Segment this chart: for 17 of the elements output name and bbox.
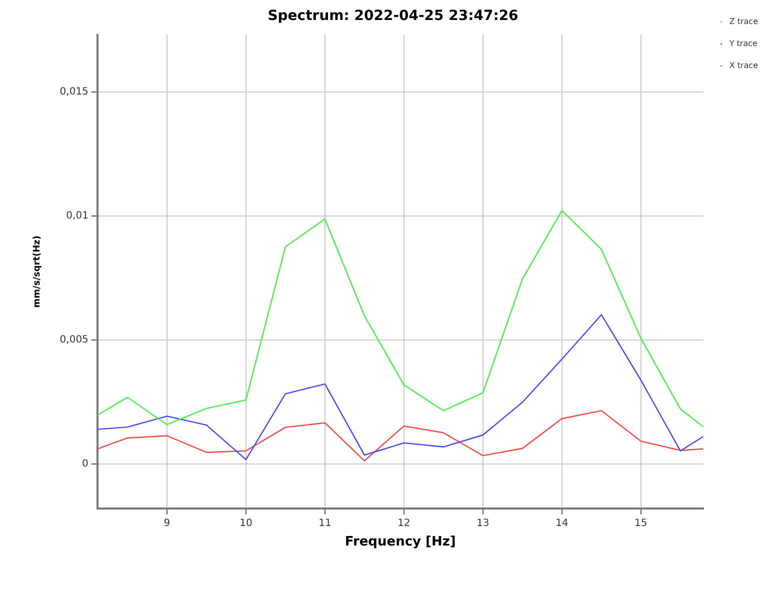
x-tick-label: 13: [476, 518, 490, 529]
legend-label: X trace: [729, 61, 758, 70]
y-tick-label: 0,015: [60, 86, 88, 98]
y-tick-label: 0,005: [60, 334, 88, 346]
legend-label: Y trace: [728, 39, 758, 48]
x-axis-title: Frequency [Hz]: [344, 534, 456, 550]
x-tick-label: 15: [634, 518, 648, 529]
legend-label: Z trace: [729, 17, 758, 26]
x-tick-label: 14: [556, 518, 568, 529]
y-tick-label: 0,01: [66, 210, 88, 222]
x-tick-label: 10: [240, 518, 252, 529]
y-tick-label: 0: [82, 458, 88, 470]
x-tick-label: 11: [318, 518, 332, 529]
x-tick-label: 9: [164, 518, 170, 529]
chart-title: Spectrum: 2022-04-25 23:47:26: [268, 8, 518, 24]
y-axis-title: mm/s/sqrt(Hz): [32, 235, 43, 308]
x-tick-label: 12: [398, 518, 410, 529]
